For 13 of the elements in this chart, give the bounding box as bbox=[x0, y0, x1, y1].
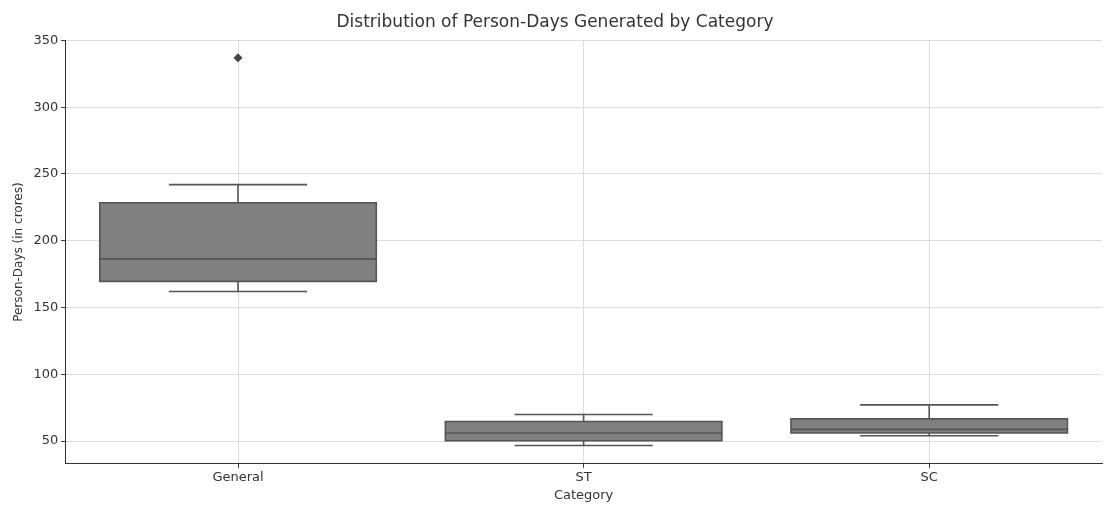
y-axis-title: Person-Days (in crores) bbox=[11, 182, 26, 322]
y-tick-label: 50 bbox=[41, 432, 59, 448]
y-tick-label: 250 bbox=[33, 165, 59, 181]
y-tick-label: 150 bbox=[33, 298, 59, 314]
y-tick-label: 300 bbox=[33, 98, 59, 114]
y-tick-label: 350 bbox=[33, 31, 59, 47]
x-tick-label: ST bbox=[575, 468, 592, 484]
y-tick-label: 100 bbox=[33, 365, 59, 381]
x-axis-title: Category bbox=[553, 486, 614, 502]
y-tick-label: 200 bbox=[33, 232, 59, 248]
chart-title: Distribution of Person-Days Generated by Category bbox=[336, 10, 774, 31]
x-tick-label: General bbox=[212, 468, 264, 484]
x-tick-label: SC bbox=[920, 468, 938, 484]
